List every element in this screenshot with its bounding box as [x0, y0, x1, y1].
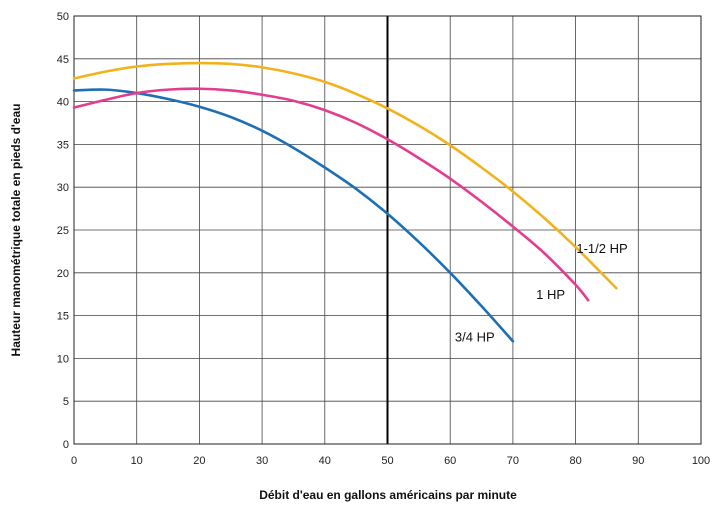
x-axis-title: Débit d'eau en gallons américains par mi… — [259, 488, 517, 502]
x-tick-30: 30 — [256, 455, 268, 467]
y-tick-50: 50 — [57, 11, 69, 23]
chart-series — [72, 61, 618, 343]
x-tick-70: 70 — [507, 455, 519, 467]
y-tick-5: 5 — [63, 396, 69, 408]
y-tick-45: 45 — [57, 54, 69, 66]
x-tick-0: 0 — [71, 455, 77, 467]
series-label-2: 1-1/2 HP — [576, 241, 627, 256]
y-tick-10: 10 — [57, 353, 69, 365]
series-line-1 — [72, 87, 590, 302]
plot-frame — [73, 15, 702, 445]
y-tick-15: 15 — [57, 311, 69, 323]
x-tick-100: 100 — [692, 455, 710, 467]
y-tick-25: 25 — [57, 225, 69, 237]
series-line-2 — [72, 61, 618, 290]
x-tick-20: 20 — [193, 455, 205, 467]
x-tick-50: 50 — [381, 455, 393, 467]
plot-border — [73, 15, 702, 445]
series-labels: 3/4 HP 1 HP 1-1/2 HP — [455, 241, 628, 344]
x-tick-labels: 0 10 20 30 40 50 60 70 80 90 100 — [71, 455, 710, 467]
y-tick-0: 0 — [63, 439, 69, 451]
x-tick-80: 80 — [569, 455, 581, 467]
series-label-1: 1 HP — [536, 287, 565, 302]
y-axis-title: Hauteur manométrique totale en pieds d'e… — [9, 104, 23, 357]
y-tick-40: 40 — [57, 97, 69, 109]
y-tick-30: 30 — [57, 182, 69, 194]
x-tick-40: 40 — [319, 455, 331, 467]
x-tick-10: 10 — [131, 455, 143, 467]
x-tick-60: 60 — [444, 455, 456, 467]
x-tick-90: 90 — [632, 455, 644, 467]
y-tick-20: 20 — [57, 268, 69, 280]
y-tick-labels: 0 5 10 15 20 25 30 35 40 45 50 — [57, 11, 69, 451]
series-line-0 — [72, 88, 515, 343]
series-label-0: 3/4 HP — [455, 329, 495, 344]
y-tick-35: 35 — [57, 139, 69, 151]
